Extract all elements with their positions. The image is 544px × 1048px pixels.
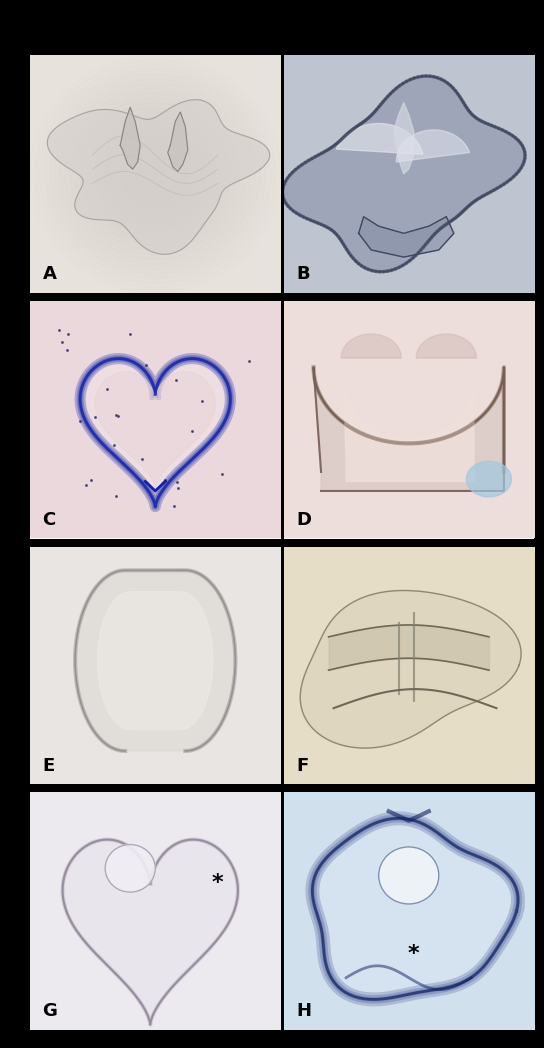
Polygon shape [63, 839, 238, 1025]
Polygon shape [396, 130, 469, 162]
Text: E: E [42, 757, 55, 774]
Circle shape [105, 845, 155, 892]
Polygon shape [358, 217, 454, 257]
Text: D: D [296, 511, 311, 529]
Polygon shape [120, 107, 140, 169]
Polygon shape [75, 570, 236, 751]
Polygon shape [394, 103, 414, 174]
Ellipse shape [466, 461, 511, 497]
Polygon shape [312, 818, 518, 1000]
Polygon shape [416, 334, 477, 357]
Polygon shape [336, 124, 423, 154]
Text: B: B [296, 265, 310, 283]
Polygon shape [95, 372, 215, 488]
Text: *: * [212, 873, 224, 893]
Polygon shape [47, 100, 270, 255]
Text: C: C [42, 511, 56, 529]
Text: *: * [408, 944, 419, 964]
Polygon shape [168, 112, 188, 172]
Text: F: F [296, 757, 308, 774]
Polygon shape [341, 334, 401, 357]
Polygon shape [344, 377, 474, 481]
Polygon shape [313, 367, 504, 490]
Text: A: A [42, 265, 57, 283]
Text: H: H [296, 1003, 311, 1021]
Polygon shape [97, 592, 213, 729]
Circle shape [379, 847, 439, 904]
Text: G: G [42, 1003, 58, 1021]
Polygon shape [80, 358, 231, 506]
Polygon shape [300, 590, 521, 748]
Polygon shape [282, 77, 525, 271]
